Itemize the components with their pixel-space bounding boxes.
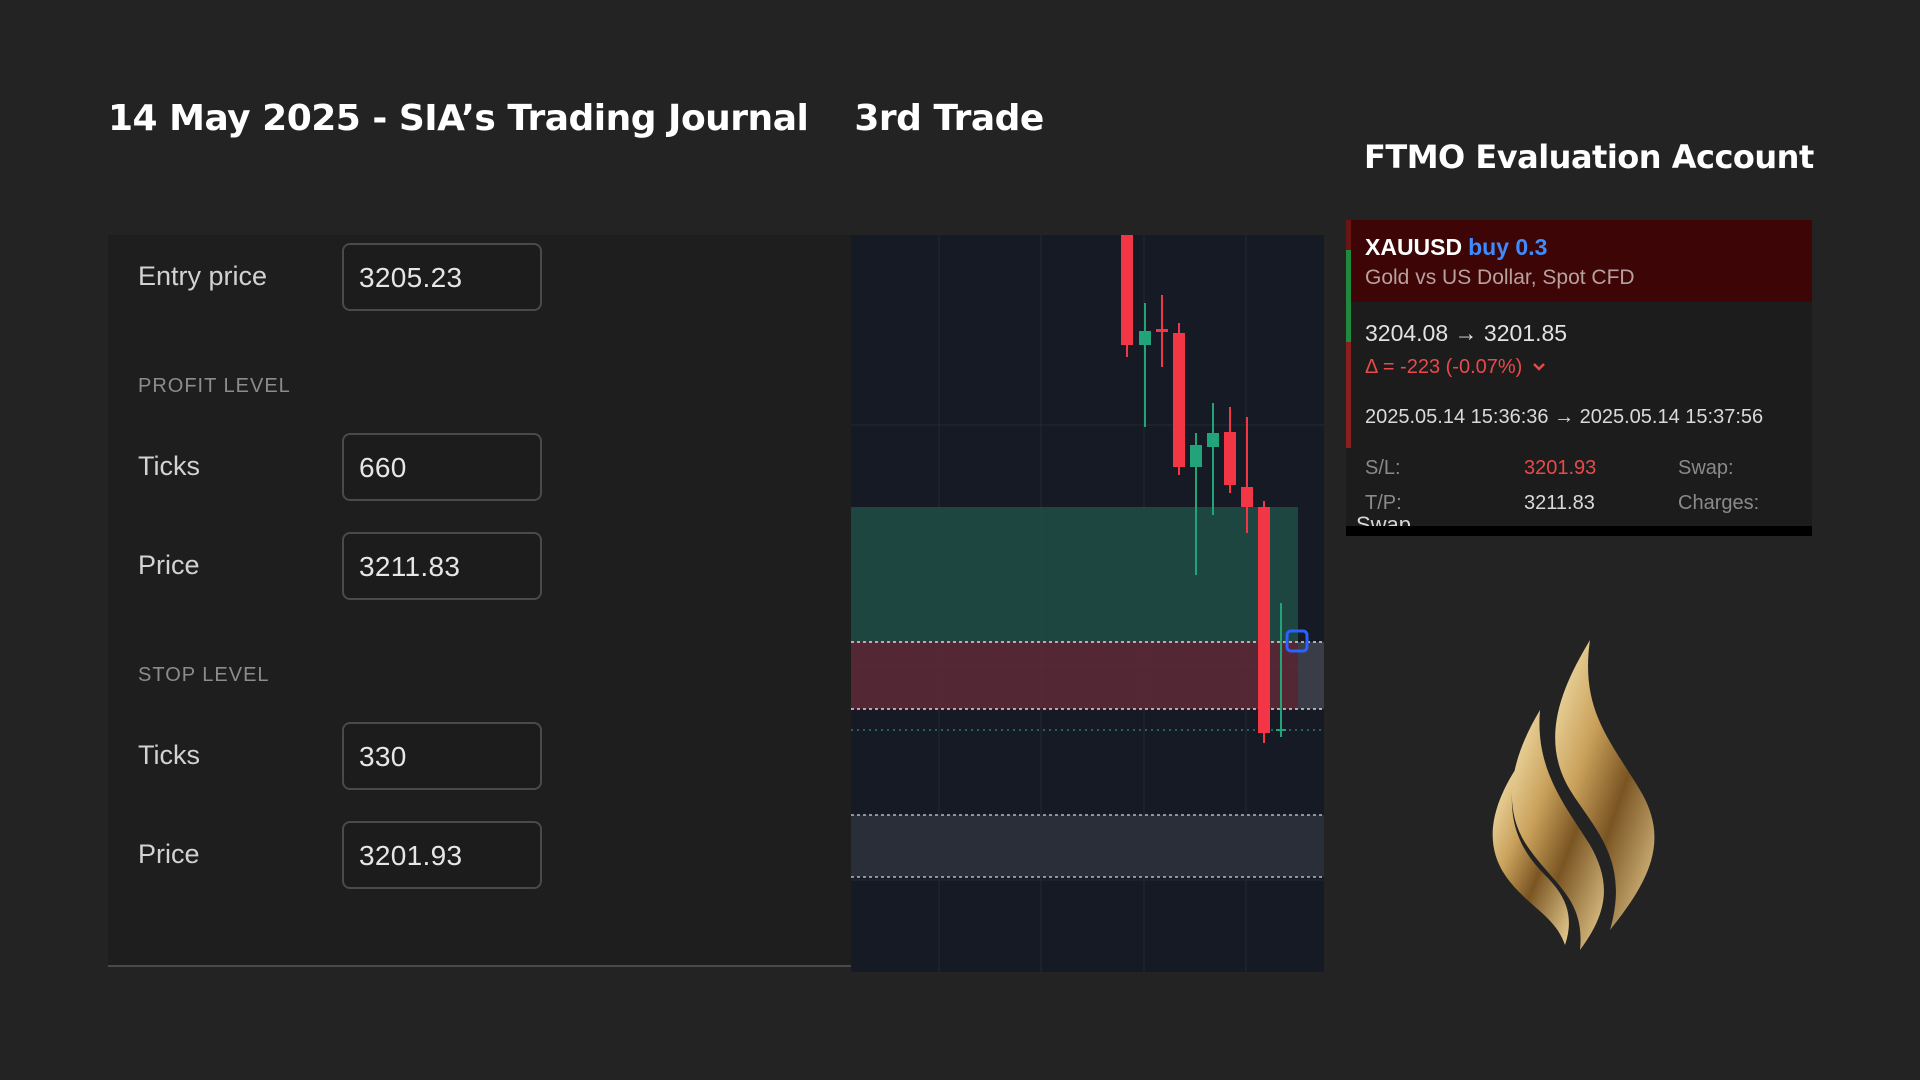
sl-value: 3201.93 bbox=[1524, 457, 1597, 479]
profit-ticks-label: Ticks bbox=[138, 451, 200, 481]
stop-ticks-value: 330 bbox=[359, 741, 407, 772]
tp-label: T/P: bbox=[1365, 492, 1402, 514]
candle-bullish bbox=[1190, 445, 1202, 467]
entry-price-input[interactable]: 3205.23 bbox=[342, 243, 542, 311]
profit-level-heading: PROFIT LEVEL bbox=[138, 375, 291, 397]
trade-side: buy 0.3 bbox=[1468, 234, 1548, 260]
candle-bearish bbox=[1224, 432, 1236, 485]
card-bottom-bar bbox=[1346, 526, 1812, 536]
page-title: 14 May 2025 - SIA’s Trading Journal 3rd … bbox=[108, 98, 1044, 139]
entry-price-label: Entry price bbox=[138, 261, 268, 291]
profit-ticks-value: 660 bbox=[359, 452, 407, 483]
candle-bearish bbox=[1173, 333, 1185, 467]
profit-zone[interactable] bbox=[851, 507, 1298, 642]
tp-value: 3211.83 bbox=[1524, 492, 1595, 514]
trade-card-header bbox=[1346, 220, 1812, 302]
position-settings-panel: Entry price 3205.23 PROFIT LEVEL Ticks 6… bbox=[108, 235, 851, 967]
profit-ticks-input[interactable]: 660 bbox=[342, 433, 542, 501]
price-change: 3204.08 → 3201.85 bbox=[1365, 320, 1568, 346]
candle-bullish bbox=[1207, 433, 1219, 447]
profit-price-value: 3211.83 bbox=[359, 551, 461, 582]
card-accent-red bbox=[1346, 342, 1351, 448]
candle-bearish bbox=[1121, 235, 1133, 345]
delta-text: Δ = -223 (-0.07%) bbox=[1365, 356, 1523, 378]
candle-bearish bbox=[1258, 507, 1270, 733]
chevron-down-icon bbox=[1533, 363, 1545, 371]
flame-logo-icon bbox=[1492, 640, 1655, 950]
position-handle-icon[interactable] bbox=[1285, 629, 1309, 653]
trade-label: 3rd Trade bbox=[854, 98, 1044, 139]
stop-price-value: 3201.93 bbox=[359, 840, 463, 871]
card-accent-green bbox=[1346, 250, 1351, 342]
swap-label: Swap: bbox=[1678, 457, 1734, 479]
profit-price-label: Price bbox=[138, 550, 200, 580]
profit-price-row: Price 3211.83 bbox=[108, 532, 851, 600]
symbol-name: XAUUSD bbox=[1365, 234, 1463, 260]
stop-price-input[interactable]: 3201.93 bbox=[342, 821, 542, 889]
price-chart[interactable] bbox=[851, 235, 1324, 972]
journal-title: 14 May 2025 - SIA’s Trading Journal bbox=[108, 98, 809, 139]
trade-symbol: XAUUSD buy 0.3 bbox=[1365, 234, 1547, 261]
price-delta: Δ = -223 (-0.07%) bbox=[1365, 356, 1546, 379]
profit-price-input[interactable]: 3211.83 bbox=[342, 532, 542, 600]
stop-ticks-row: Ticks 330 bbox=[108, 722, 851, 790]
stop-price-label: Price bbox=[138, 839, 200, 869]
stop-zone[interactable] bbox=[851, 642, 1298, 709]
entry-price-value: 3205.23 bbox=[359, 262, 463, 293]
range-band bbox=[851, 815, 1324, 877]
candle-doji bbox=[1156, 329, 1168, 332]
candle-bearish bbox=[1241, 487, 1253, 507]
symbol-description: Gold vs US Dollar, Spot CFD bbox=[1365, 266, 1635, 289]
charges-label: Charges: bbox=[1678, 492, 1760, 514]
profit-ticks-row: Ticks 660 bbox=[108, 433, 851, 501]
trade-time-range: 2025.05.14 15:36:36 → 2025.05.14 15:37:5… bbox=[1365, 406, 1764, 428]
gold-flame-logo bbox=[1480, 630, 1680, 965]
card-accent bbox=[1346, 220, 1351, 250]
stop-zone-extension bbox=[1298, 642, 1324, 709]
stop-level-heading: STOP LEVEL bbox=[138, 664, 270, 686]
sl-label: S/L: bbox=[1365, 457, 1401, 479]
candle-bullish bbox=[1139, 331, 1151, 345]
trade-details-card: XAUUSD buy 0.3 Gold vs US Dollar, Spot CF… bbox=[1346, 220, 1812, 536]
candles bbox=[1121, 235, 1286, 743]
stop-price-row: Price 3201.93 bbox=[108, 821, 851, 889]
stop-ticks-label: Ticks bbox=[138, 740, 200, 770]
account-title: FTMO Evaluation Account bbox=[1364, 138, 1814, 176]
entry-price-row: Entry price 3205.23 bbox=[108, 243, 851, 311]
chart-canvas bbox=[851, 235, 1324, 972]
stop-ticks-input[interactable]: 330 bbox=[342, 722, 542, 790]
